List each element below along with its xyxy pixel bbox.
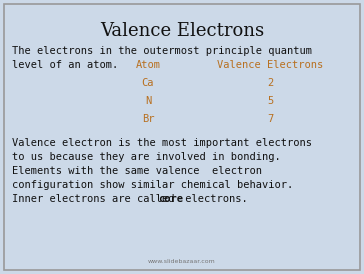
Text: The electrons in the outermost principle quantum: The electrons in the outermost principle…	[12, 46, 312, 56]
Text: www.slidebazaar.com: www.slidebazaar.com	[148, 259, 216, 264]
Text: Valence Electrons: Valence Electrons	[100, 22, 264, 40]
Text: 2: 2	[267, 78, 273, 88]
Text: Atom: Atom	[135, 60, 161, 70]
Text: 7: 7	[267, 114, 273, 124]
FancyBboxPatch shape	[4, 4, 360, 270]
Text: level of an atom.: level of an atom.	[12, 60, 118, 70]
Text: N: N	[145, 96, 151, 106]
Text: electrons.: electrons.	[179, 194, 248, 204]
Text: to us because they are involved in bonding.: to us because they are involved in bondi…	[12, 152, 281, 162]
Text: configuration show similar chemical behavior.: configuration show similar chemical beha…	[12, 180, 293, 190]
Text: 5: 5	[267, 96, 273, 106]
Text: Valence Electrons: Valence Electrons	[217, 60, 323, 70]
Text: Inner electrons are called: Inner electrons are called	[12, 194, 181, 204]
Text: Elements with the same valence  electron: Elements with the same valence electron	[12, 166, 262, 176]
Text: Br: Br	[142, 114, 154, 124]
Text: Valence electron is the most important electrons: Valence electron is the most important e…	[12, 138, 312, 148]
Text: Ca: Ca	[142, 78, 154, 88]
Text: core: core	[158, 194, 183, 204]
